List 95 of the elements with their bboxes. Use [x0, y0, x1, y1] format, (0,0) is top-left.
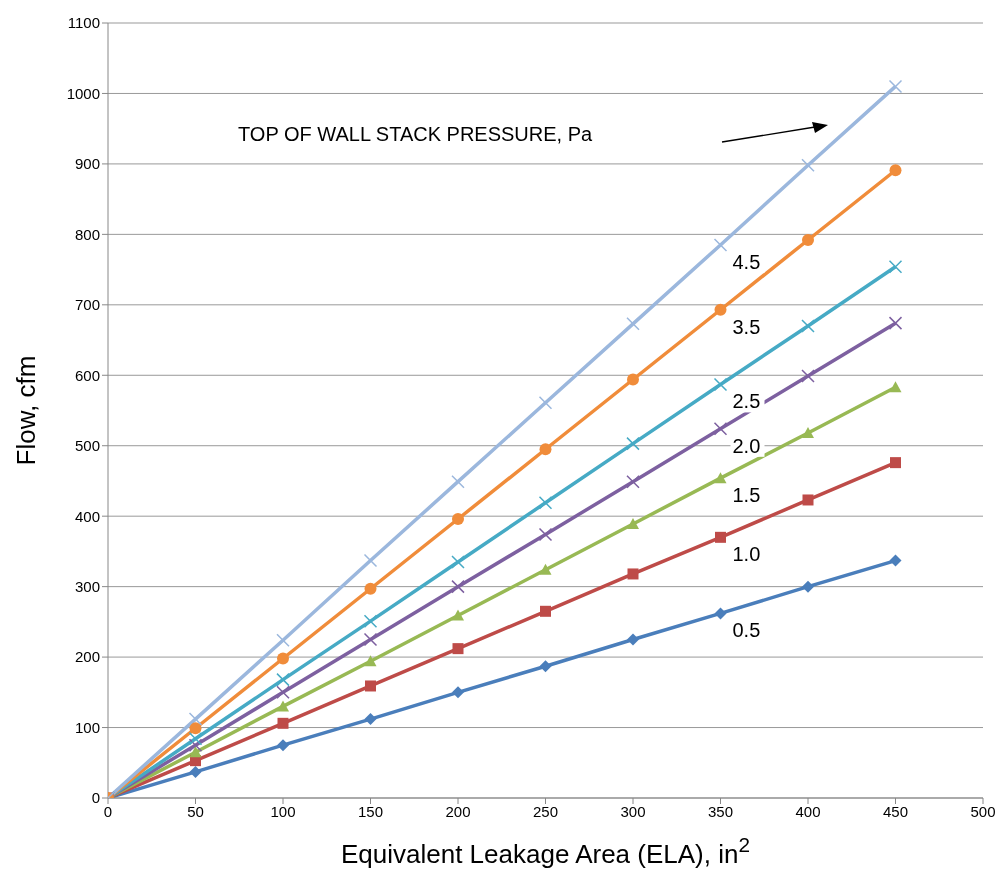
point — [538, 527, 553, 542]
point — [189, 746, 202, 758]
x-tick-label: 300 — [620, 802, 646, 820]
x-tick-label: 400 — [795, 802, 821, 820]
point — [626, 436, 640, 451]
point — [715, 531, 726, 543]
point — [714, 303, 727, 316]
point — [189, 765, 202, 778]
y-tick-label: 0 — [91, 789, 100, 807]
point — [802, 234, 814, 246]
point — [276, 685, 290, 700]
y-tick-label: 200 — [74, 648, 100, 666]
point — [452, 609, 464, 621]
y-tick-label: 600 — [74, 366, 100, 384]
x-tick-label: 200 — [445, 802, 471, 820]
y-tick-label: 300 — [74, 577, 100, 595]
point — [802, 494, 814, 506]
point — [626, 474, 640, 489]
point — [801, 158, 815, 173]
series-label: 2.0 — [732, 434, 761, 457]
x-tick-label: 500 — [970, 802, 996, 820]
point — [714, 472, 727, 484]
point — [364, 713, 377, 726]
point — [888, 316, 903, 330]
point — [451, 555, 465, 569]
point — [713, 422, 728, 436]
series-label: 1.5 — [732, 484, 761, 507]
point — [365, 680, 376, 692]
x-tick-label: 250 — [532, 802, 559, 820]
point — [802, 427, 814, 439]
point — [802, 580, 814, 593]
y-tick-label: 700 — [74, 296, 100, 314]
point — [540, 605, 551, 617]
point — [889, 164, 902, 177]
y-tick-label: 100 — [74, 718, 100, 736]
y-tick-label: 900 — [74, 155, 100, 173]
point — [188, 712, 203, 726]
point — [627, 517, 639, 529]
point — [801, 369, 815, 383]
series-label: 3.5 — [732, 315, 761, 338]
point — [452, 513, 464, 525]
point — [363, 632, 378, 647]
point — [627, 373, 639, 386]
y-tick-label: 800 — [74, 225, 100, 243]
point — [627, 568, 639, 580]
point — [539, 443, 552, 456]
y-tick-label: 500 — [74, 437, 100, 455]
point — [713, 377, 728, 392]
y-tick-label: 1100 — [67, 14, 100, 32]
point — [188, 738, 203, 752]
series-label: 4.5 — [732, 250, 761, 273]
y-tick-label: 400 — [74, 507, 100, 525]
point — [364, 582, 377, 595]
x-tick-label: 150 — [357, 802, 384, 820]
annotation: TOP OF WALL STACK PRESSURE, Pa — [238, 123, 593, 146]
point — [363, 614, 378, 628]
point — [539, 660, 552, 673]
point — [277, 739, 289, 752]
point — [189, 722, 202, 735]
series-label: 2.5 — [732, 390, 761, 413]
point — [801, 319, 815, 333]
point — [276, 672, 290, 687]
point — [888, 260, 903, 274]
y-axis-title: Flow, cfm — [11, 355, 42, 466]
point — [888, 79, 903, 94]
point — [713, 238, 728, 252]
series-label: 1.0 — [732, 543, 761, 566]
point — [277, 717, 289, 729]
point — [452, 643, 464, 655]
series-label: 0.5 — [732, 619, 761, 642]
x-tick-label: 100 — [270, 802, 296, 820]
point — [889, 554, 902, 567]
point — [188, 732, 203, 746]
point — [364, 655, 377, 667]
point — [363, 553, 378, 568]
x-tick-label: 450 — [882, 802, 909, 820]
point — [538, 396, 553, 410]
x-tick-label: 50 — [187, 802, 204, 820]
y-tick-label: 1000 — [66, 84, 100, 102]
point — [889, 381, 902, 393]
point — [626, 317, 640, 331]
point — [451, 579, 465, 594]
point — [276, 633, 290, 647]
point — [539, 563, 552, 575]
point — [277, 652, 289, 665]
point — [451, 474, 465, 489]
point — [538, 496, 553, 510]
point — [452, 686, 464, 699]
x-tick-label: 350 — [707, 802, 734, 820]
x-tick-label: 0 — [103, 802, 113, 820]
point — [714, 607, 727, 620]
point — [627, 633, 639, 646]
x-axis-title: Equivalent Leakage Area (ELA), in$^{2}$ — [340, 832, 751, 869]
point — [890, 457, 901, 469]
point — [277, 700, 289, 712]
